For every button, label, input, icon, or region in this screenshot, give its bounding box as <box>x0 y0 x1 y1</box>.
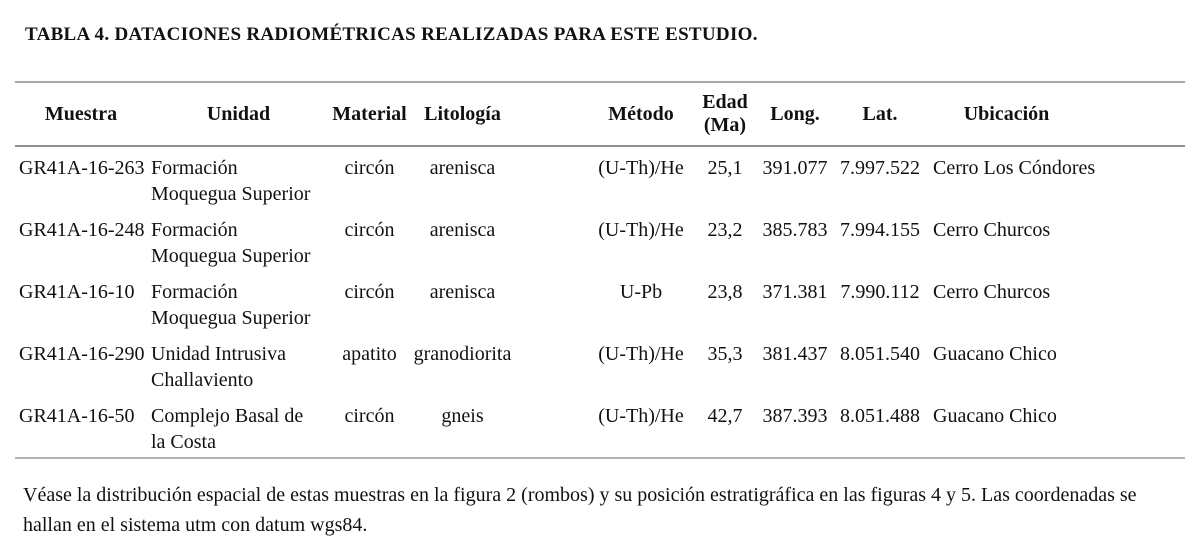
cell-litologia: gneis <box>441 405 484 427</box>
cell-metodo: (U-Th)/He <box>598 219 684 241</box>
cell-muestra: GR41A-16-50 <box>19 405 135 427</box>
cell-long: 391.077 <box>762 157 828 179</box>
cell-long: 371.381 <box>762 281 828 303</box>
cell-lat: 8.051.488 <box>840 405 920 427</box>
cell-material: circón <box>344 281 395 303</box>
cell-unidad: Formación Moquegua Superior <box>151 219 311 267</box>
cell-ubicacion: Guacano Chico <box>933 343 1057 365</box>
table-row: GR41A-16-50 Complejo Basal de la Costa c… <box>15 395 1185 457</box>
table-row: GR41A-16-10 Formación Moquegua Superior … <box>15 271 1185 333</box>
cell-lat: 8.051.540 <box>840 343 920 365</box>
cell-edad: 23,2 <box>707 219 743 241</box>
cell-ubicacion: Cerro Churcos <box>933 281 1051 303</box>
cell-long: 385.783 <box>762 219 828 241</box>
cell-lat: 7.997.522 <box>840 157 920 179</box>
cell-unidad: Formación Moquegua Superior <box>151 157 311 205</box>
cell-long: 381.437 <box>762 343 828 365</box>
cell-muestra: GR41A-16-10 <box>19 281 135 303</box>
table-row: GR41A-16-248 Formación Moquegua Superior… <box>15 209 1185 271</box>
cell-material: circón <box>344 157 395 179</box>
cell-muestra: GR41A-16-248 <box>19 219 145 241</box>
cell-litologia: arenisca <box>429 281 496 303</box>
cell-ubicacion: Cerro Los Cóndores <box>933 157 1096 179</box>
cell-metodo: U-Pb <box>619 281 663 303</box>
cell-metodo: (U-Th)/He <box>598 405 684 427</box>
cell-material: apatito <box>342 343 397 365</box>
cell-edad: 42,7 <box>707 405 743 427</box>
column-header-unidad: Unidad <box>206 102 271 125</box>
column-header-long: Long. <box>770 102 820 125</box>
cell-long: 387.393 <box>762 405 828 427</box>
cell-lat: 7.994.155 <box>840 219 920 241</box>
cell-litologia: arenisca <box>429 219 496 241</box>
cell-muestra: GR41A-16-290 <box>19 343 145 365</box>
cell-unidad: Formación Moquegua Superior <box>151 281 311 329</box>
column-header-ubicacion: Ubicación <box>963 102 1050 125</box>
cell-litologia: arenisca <box>429 157 496 179</box>
table-row: GR41A-16-263 Formación Moquegua Superior… <box>15 147 1185 209</box>
cell-metodo: (U-Th)/He <box>598 157 684 179</box>
cell-material: circón <box>344 405 395 427</box>
column-header-muestra: Muestra <box>44 102 118 125</box>
cell-edad: 35,3 <box>707 343 743 365</box>
cell-unidad: Complejo Basal de la Costa <box>151 405 304 453</box>
cell-muestra: GR41A-16-263 <box>19 157 145 179</box>
cell-edad: 23,8 <box>707 281 743 303</box>
cell-ubicacion: Guacano Chico <box>933 405 1057 427</box>
cell-metodo: (U-Th)/He <box>598 343 684 365</box>
table-row: GR41A-16-290 Unidad Intrusiva Challavien… <box>15 333 1185 395</box>
cell-unidad: Unidad Intrusiva Challaviento <box>151 343 286 391</box>
column-header-metodo: Método <box>608 102 674 125</box>
column-header-lat: Lat. <box>862 102 898 125</box>
cell-ubicacion: Cerro Churcos <box>933 219 1051 241</box>
cell-lat: 7.990.112 <box>840 281 920 303</box>
cell-edad: 25,1 <box>707 157 743 179</box>
column-header-edad: Edad (Ma) <box>702 91 748 136</box>
column-header-litologia: Litología <box>424 102 501 125</box>
cell-litologia: granodiorita <box>413 343 512 365</box>
table-header-row: Muestra Unidad Material Litología Método… <box>15 83 1185 147</box>
table-title: TABLA 4. DATACIONES RADIOMÉTRICAS REALIZ… <box>25 24 758 45</box>
cell-material: circón <box>344 219 395 241</box>
radiometric-datings-table: Muestra Unidad Material Litología Método… <box>15 81 1185 459</box>
table-footnote: Véase la distribución espacial de estas … <box>23 484 1137 536</box>
column-header-material: Material <box>332 102 407 125</box>
